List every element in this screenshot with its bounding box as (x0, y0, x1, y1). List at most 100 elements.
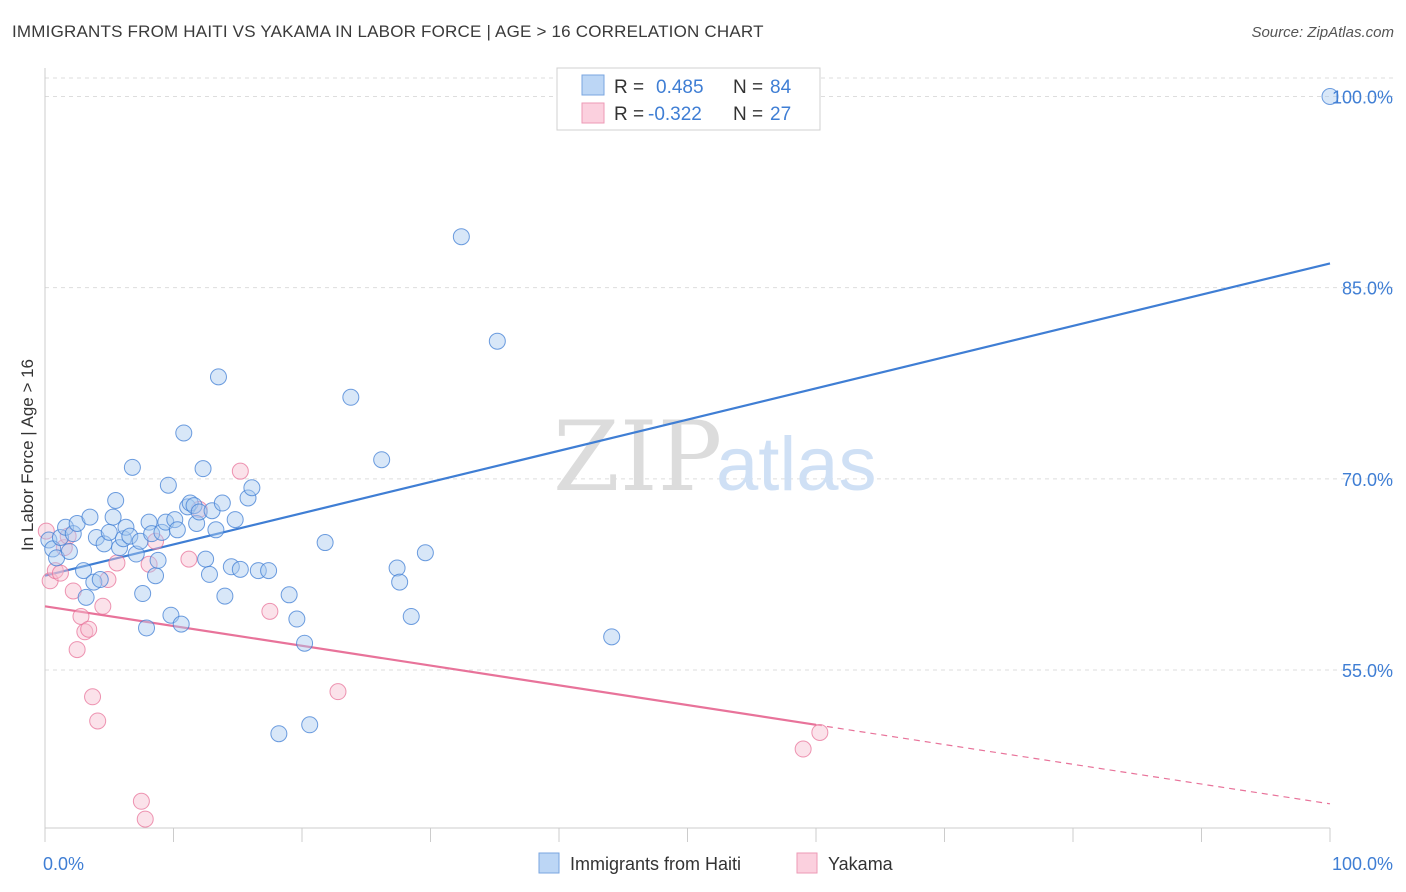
yakama-point (46, 562, 64, 580)
haiti-point (226, 511, 244, 529)
legend-r-label-yakama: R = (614, 104, 644, 125)
yakama-point (180, 550, 198, 568)
x-tick-label: 0.0% (43, 854, 84, 874)
haiti-point (60, 542, 78, 560)
trend-lines (44, 262, 1331, 805)
watermark: ZIP atlas (553, 401, 877, 513)
haiti-point (100, 523, 118, 541)
haiti-point (249, 562, 267, 580)
axes (44, 68, 1331, 842)
yakama-point (108, 554, 126, 572)
haiti-point (121, 527, 139, 545)
yakama-point (329, 683, 347, 701)
haiti-point (296, 634, 314, 652)
haiti-point (342, 388, 360, 406)
haiti-point (301, 716, 319, 734)
haiti-point (243, 479, 261, 497)
yakama-point (51, 564, 69, 582)
haiti-point (134, 585, 152, 603)
legend-n-value-haiti: 84 (770, 77, 792, 98)
haiti-point (207, 521, 225, 539)
watermark-zip: ZIP (553, 401, 722, 513)
y-tick-label: 100.0% (1332, 88, 1393, 108)
legend-r-value-haiti: 0.485 (656, 77, 704, 98)
legend-n-label-haiti: N = (733, 77, 763, 98)
haiti-point (172, 615, 190, 633)
haiti-point (159, 476, 177, 494)
haiti-point (166, 511, 184, 529)
yakama-point (84, 688, 102, 706)
haiti-point (77, 588, 95, 606)
haiti-point (216, 587, 234, 605)
grid-lines (45, 77, 1395, 671)
haiti-point (416, 544, 434, 562)
haiti-point (391, 573, 409, 591)
haiti-point (239, 489, 257, 507)
legend-n-value-yakama: 27 (770, 104, 791, 125)
yakama-point (136, 810, 154, 828)
yakama-point (794, 740, 812, 758)
series-legend: Immigrants from Haiti Yakama (538, 852, 894, 874)
haiti-point (127, 545, 145, 563)
haiti-point (51, 528, 69, 546)
series-label-yakama: Yakama (828, 854, 894, 874)
yakama-point (89, 712, 107, 730)
haiti-point (402, 607, 420, 625)
haiti-point (147, 567, 165, 585)
haiti-point (117, 518, 135, 536)
legend-swatch-yakama (581, 102, 605, 124)
yakama-trend-line (44, 605, 817, 726)
yakama-point (80, 620, 98, 638)
y-axis-label: In Labor Force | Age > 16 (18, 359, 37, 551)
haiti-point (197, 550, 215, 568)
haiti-point (1321, 88, 1339, 105)
haiti-point (107, 491, 125, 509)
yakama-trend-extension (815, 724, 1331, 805)
yakama-point (811, 723, 829, 741)
haiti-point (213, 494, 231, 512)
y-tick-label: 55.0% (1342, 661, 1393, 681)
y-tick-label: 70.0% (1342, 470, 1393, 490)
haiti-point (200, 565, 218, 583)
haiti-point (316, 534, 334, 552)
series-label-haiti: Immigrants from Haiti (570, 854, 741, 874)
haiti-point (260, 562, 278, 580)
haiti-point (603, 628, 621, 646)
haiti-point (175, 424, 193, 442)
haiti-point (373, 451, 391, 469)
haiti-point (75, 562, 93, 580)
haiti-point (231, 560, 249, 578)
haiti-trend-line (44, 262, 1331, 577)
yakama-point (231, 462, 249, 480)
haiti-point (168, 521, 186, 539)
yakama-point (68, 641, 86, 659)
haiti-point (270, 725, 288, 743)
stats-legend: R = 0.485 N = 84 R = -0.322 N = 27 (556, 67, 821, 131)
series-swatch-yakama (796, 852, 818, 874)
haiti-point (149, 551, 167, 569)
haiti-point (452, 228, 470, 246)
haiti-point (138, 619, 156, 637)
tick-labels: 55.0% 70.0% 85.0% 100.0% 0.0% 100.0% (43, 88, 1393, 875)
haiti-point (123, 458, 141, 476)
haiti-point (209, 368, 227, 386)
legend-r-label-haiti: R = (614, 77, 644, 98)
haiti-point (280, 586, 298, 604)
haiti-point (388, 559, 406, 577)
haiti-point (81, 508, 99, 526)
haiti-point (104, 508, 122, 526)
series-swatch-haiti (538, 852, 560, 874)
legend-r-value-yakama: -0.322 (648, 104, 702, 125)
haiti-point (64, 525, 82, 543)
haiti-point (288, 610, 306, 628)
y-tick-label: 85.0% (1342, 279, 1393, 299)
yakama-point (94, 597, 112, 615)
watermark-atlas: atlas (716, 422, 877, 507)
data-points (37, 88, 1339, 828)
legend-swatch-haiti (581, 74, 605, 96)
haiti-point (190, 503, 208, 521)
x-tick-label: 100.0% (1332, 854, 1393, 874)
haiti-point (111, 539, 129, 557)
yakama-point (132, 792, 150, 810)
